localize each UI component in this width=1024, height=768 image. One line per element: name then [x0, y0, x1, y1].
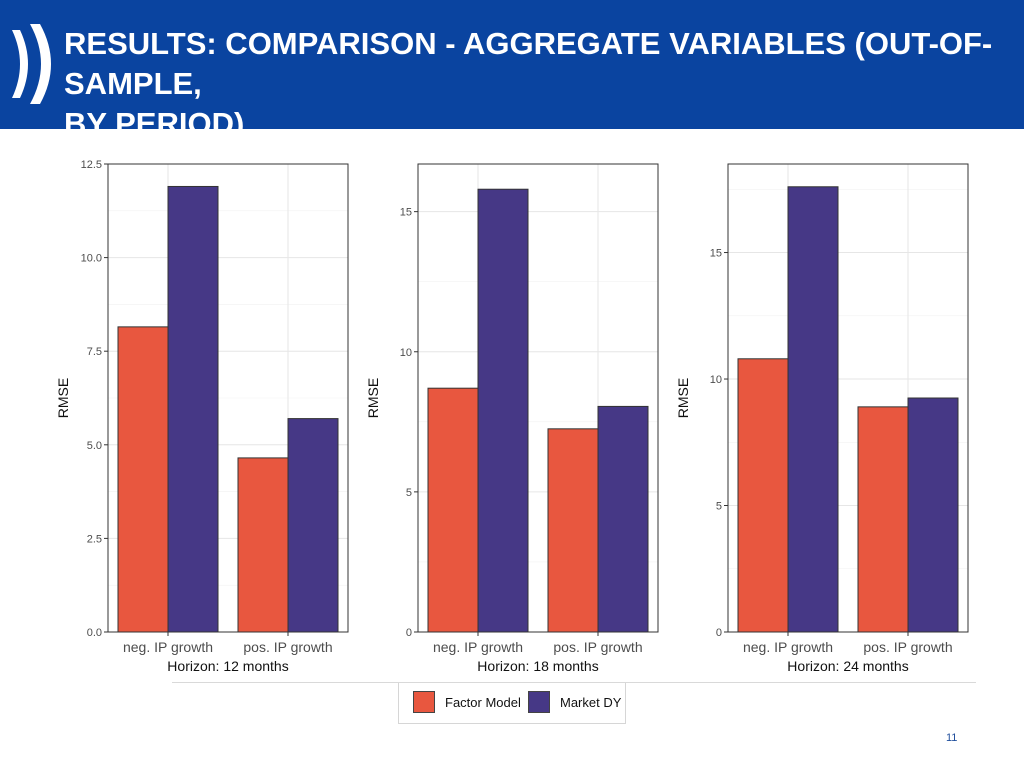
legend: Factor Model Market DY: [398, 683, 626, 724]
y-tick-label: 0.0: [87, 627, 102, 639]
bar-factor-model-pos: [547, 428, 599, 633]
title-line-1: RESULTS: COMPARISON - AGGREGATE VARIABLE…: [64, 26, 993, 101]
bar-factor-model-neg: [427, 387, 479, 633]
x-tick-label: pos. IP growth: [243, 639, 332, 655]
y-axis-label: RMSE: [55, 378, 71, 418]
y-tick-label: 10.0: [81, 253, 102, 265]
bar-market-dy-pos: [597, 405, 649, 633]
chart-svg-18: 0 5 10 15 neg. IP growth pos. IP growth Horizo…: [365, 163, 659, 674]
bar-factor-model-pos: [237, 457, 289, 633]
bar-factor-model-pos: [857, 406, 909, 633]
bar-market-dy-neg: [787, 186, 839, 633]
x-tick-label: pos. IP growth: [553, 639, 642, 655]
x-tick-label: neg. IP growth: [743, 639, 833, 655]
y-tick-label: 10: [400, 347, 412, 359]
legend-key-factor-model: [413, 691, 435, 713]
y-tick-label: 0: [406, 627, 412, 639]
page-number: 11: [946, 732, 958, 744]
chart-svg-24: 0 5 10 15 neg. IP growth pos. IP growth Horizo…: [675, 163, 969, 674]
plot-border: [727, 163, 969, 633]
bar-market-dy-pos: [907, 397, 959, 633]
x-axis-title: Horizon: 24 months: [787, 658, 908, 674]
plot-border: [107, 163, 349, 633]
legend-label-factor-model: Factor Model: [445, 695, 521, 710]
y-tick-label: 5: [406, 487, 412, 499]
y-axis-label: RMSE: [365, 378, 381, 418]
y-tick-label: 2.5: [87, 533, 102, 545]
logo-icon: [12, 24, 51, 104]
bar-market-dy-neg: [477, 188, 529, 633]
legend-divider: [172, 682, 976, 683]
page-title: RESULTS: COMPARISON - AGGREGATE VARIABLE…: [64, 24, 1014, 144]
y-tick-label: 12.5: [81, 159, 102, 171]
bar-market-dy-neg: [167, 185, 219, 633]
bar-market-dy-pos: [287, 418, 339, 633]
legend-key-market-dy: [528, 691, 550, 713]
x-axis-title: Horizon: 18 months: [477, 658, 598, 674]
plot-border: [417, 163, 659, 633]
y-tick-label: 7.5: [87, 346, 102, 358]
legend-label-market-dy: Market DY: [560, 695, 622, 710]
y-tick-label: 0: [716, 627, 722, 639]
slide-header: RESULTS: COMPARISON - AGGREGATE VARIABLE…: [0, 0, 1024, 141]
x-axis-title: Horizon: 12 months: [167, 658, 288, 674]
title-line-2: BY PERIOD): [64, 106, 245, 141]
chart-horizon-24: 0 5 10 15 neg. IP growth pos. IP growth Horizo…: [670, 150, 970, 680]
chart-horizon-12: 0.0 2.5 5.0 7.5 10.0 12.5 neg. IP growth pos. I…: [50, 150, 350, 680]
y-axis-label: RMSE: [675, 378, 691, 418]
y-tick-label: 5.0: [87, 440, 102, 452]
y-tick-label: 5: [716, 501, 722, 513]
chart-svg-12: 0.0 2.5 5.0 7.5 10.0 12.5 neg. IP growth pos. I…: [55, 159, 349, 674]
chart-horizon-18: 0 5 10 15 neg. IP growth pos. IP growth Horizo…: [360, 150, 660, 680]
x-tick-label: pos. IP growth: [863, 639, 952, 655]
x-tick-label: neg. IP growth: [433, 639, 523, 655]
bar-factor-model-neg: [737, 358, 789, 633]
x-tick-label: neg. IP growth: [123, 639, 213, 655]
y-tick-label: 10: [710, 374, 722, 386]
y-tick-label: 15: [710, 248, 722, 260]
bar-factor-model-neg: [117, 326, 169, 633]
y-tick-label: 15: [400, 207, 412, 219]
